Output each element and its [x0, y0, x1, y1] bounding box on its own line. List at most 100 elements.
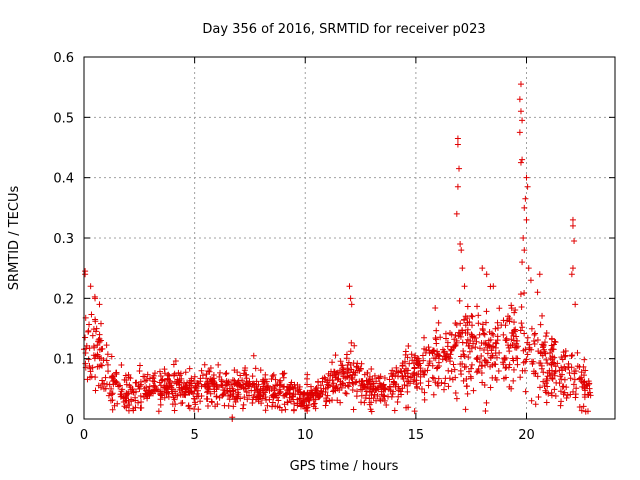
data-point: [521, 289, 528, 296]
data-point: [348, 339, 355, 346]
data-point: [548, 367, 555, 374]
data-point: [509, 330, 516, 337]
data-point: [305, 395, 312, 402]
data-point: [494, 324, 501, 331]
data-point: [332, 352, 339, 359]
data-point: [179, 399, 186, 406]
data-point: [435, 382, 442, 389]
data-point: [381, 385, 388, 392]
data-point: [492, 344, 499, 351]
data-point: [260, 383, 267, 390]
data-point: [524, 351, 531, 358]
data-point: [521, 204, 528, 211]
data-point: [155, 408, 162, 415]
data-point: [568, 353, 575, 360]
data-point: [558, 376, 565, 383]
data-point: [414, 384, 421, 391]
data-point: [240, 401, 247, 408]
data-point: [408, 374, 415, 380]
data-point: [415, 370, 422, 377]
data-point: [170, 361, 177, 368]
data-point: [572, 367, 579, 374]
data-point: [100, 357, 107, 364]
data-point: [568, 271, 575, 278]
data-point: [548, 362, 555, 369]
data-point: [219, 378, 226, 385]
data-point: [479, 321, 486, 328]
data-point: [294, 396, 301, 403]
data-point: [113, 379, 120, 386]
data-point: [512, 326, 519, 333]
data-point: [283, 390, 290, 397]
data-point: [430, 391, 437, 398]
data-point: [483, 271, 490, 278]
data-point: [213, 382, 220, 389]
data-point: [508, 385, 515, 392]
data-point: [473, 369, 480, 376]
data-point: [386, 376, 393, 383]
data-point: [197, 398, 204, 405]
y-axis-label: SRMTID / TECUs: [7, 186, 22, 291]
data-point: [218, 376, 225, 383]
data-point: [450, 361, 457, 368]
data-point: [243, 389, 250, 396]
data-point: [454, 135, 461, 142]
data-point: [582, 367, 589, 374]
data-point: [519, 259, 526, 266]
data-point: [272, 392, 279, 399]
data-point: [332, 387, 339, 394]
data-point: [467, 373, 474, 380]
data-point: [527, 277, 534, 284]
data-point: [157, 373, 164, 380]
data-point: [584, 408, 591, 415]
data-point: [511, 319, 518, 326]
data-point: [452, 332, 459, 339]
data-point: [96, 301, 103, 308]
data-point: [514, 343, 521, 350]
data-point: [87, 283, 94, 290]
data-point: [470, 387, 477, 394]
data-point: [473, 355, 480, 362]
data-point: [500, 331, 507, 338]
data-point: [569, 352, 576, 359]
data-point: [454, 141, 461, 148]
data-point: [262, 394, 269, 401]
data-point: [146, 375, 153, 382]
data-point: [246, 392, 253, 399]
data-point: [380, 392, 387, 399]
data-point: [457, 320, 464, 327]
data-point: [519, 324, 526, 331]
data-point: [580, 363, 587, 370]
data-point: [517, 327, 524, 334]
data-point: [94, 342, 101, 349]
data-point: [208, 398, 215, 405]
data-point: [468, 361, 475, 368]
data-point: [366, 378, 373, 385]
data-point: [337, 399, 344, 406]
data-point: [90, 326, 97, 333]
data-point: [463, 375, 470, 382]
data-point: [519, 367, 526, 374]
data-point: [411, 364, 418, 371]
data-point: [544, 373, 551, 380]
data-point: [226, 396, 233, 403]
x-axis-label: GPS time / hours: [290, 459, 399, 474]
data-point: [426, 347, 433, 354]
data-point: [161, 366, 168, 373]
data-point: [456, 165, 463, 172]
data-point: [521, 247, 528, 254]
data-point: [430, 355, 437, 362]
data-point: [463, 340, 470, 347]
data-point: [197, 375, 204, 382]
data-point: [351, 342, 358, 349]
data-point: [510, 377, 517, 384]
data-point: [435, 359, 442, 366]
data-point: [480, 346, 487, 353]
data-point: [503, 317, 510, 324]
data-point: [116, 382, 123, 389]
data-point: [210, 372, 217, 379]
data-point: [114, 400, 121, 407]
data-point: [242, 385, 249, 392]
data-point: [368, 365, 375, 372]
